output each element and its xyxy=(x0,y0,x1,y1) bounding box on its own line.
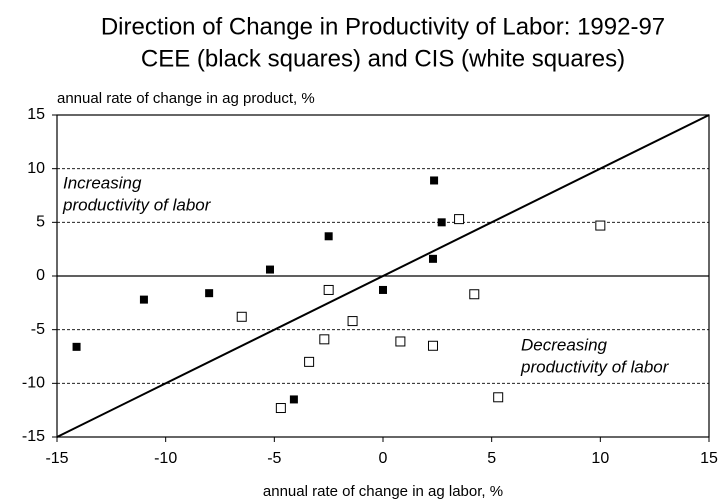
x-axis-label: annual rate of change in ag labor, % xyxy=(263,483,503,500)
y-tick-label: -10 xyxy=(22,375,45,392)
y-tick-label: 0 xyxy=(36,267,45,284)
point xyxy=(437,218,446,227)
point xyxy=(379,285,387,294)
point xyxy=(469,289,480,300)
x-tick-label: 15 xyxy=(700,450,718,467)
y-tick-label: 5 xyxy=(36,214,45,231)
point xyxy=(493,392,504,403)
point xyxy=(304,356,315,367)
x-tick-label: 5 xyxy=(487,450,496,467)
y-axis-label: annual rate of change in ag product, % xyxy=(57,90,315,107)
chart-title: Direction of Change in Productivity of L… xyxy=(101,13,665,40)
point xyxy=(289,395,298,404)
point xyxy=(347,316,358,327)
x-tick-label: 0 xyxy=(379,450,388,467)
annotation: Decreasing xyxy=(521,335,608,354)
point xyxy=(236,311,247,322)
annotation: productivity of labor xyxy=(62,195,212,214)
x-tick-label: -10 xyxy=(154,450,177,467)
point xyxy=(205,289,214,298)
y-tick-label: 15 xyxy=(27,106,45,123)
point xyxy=(275,403,286,414)
x-tick-label: -15 xyxy=(45,450,68,467)
point xyxy=(319,334,330,345)
point xyxy=(324,232,333,241)
y-tick-label: -5 xyxy=(31,321,45,338)
point xyxy=(395,336,406,347)
x-tick-label: 10 xyxy=(591,450,609,467)
y-tick-label: 10 xyxy=(27,160,45,177)
point xyxy=(427,340,438,351)
x-tick-label: -5 xyxy=(267,450,281,467)
annotation: productivity of labor xyxy=(520,357,670,376)
point xyxy=(139,295,148,304)
chart-subtitle: CEE (black squares) and CIS (white squar… xyxy=(141,45,625,72)
point xyxy=(595,220,606,231)
point xyxy=(323,284,334,295)
annotation: Increasing xyxy=(63,173,142,192)
point xyxy=(428,254,437,263)
point xyxy=(454,214,465,225)
point xyxy=(72,342,81,351)
point xyxy=(430,176,439,185)
y-tick-label: -15 xyxy=(22,428,45,445)
diagonal xyxy=(56,114,710,438)
point xyxy=(265,265,274,274)
